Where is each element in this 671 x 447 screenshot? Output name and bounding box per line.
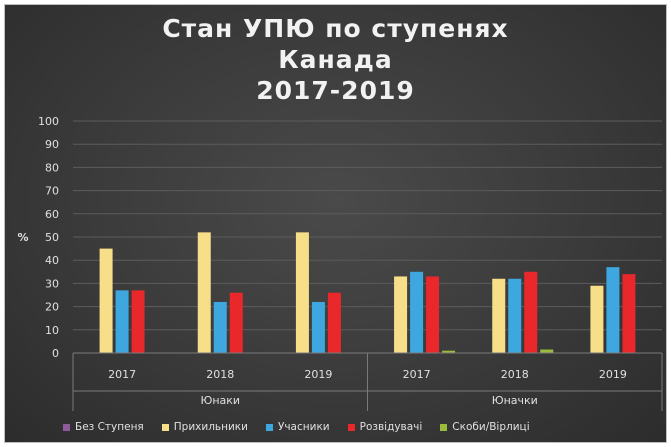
chart-title-line-2: Канада bbox=[278, 45, 393, 74]
bar bbox=[590, 285, 604, 353]
legend-label: Прихильники bbox=[173, 421, 248, 433]
y-tick-label: 50 bbox=[45, 231, 59, 244]
x-category-label: 2019 bbox=[599, 368, 627, 381]
y-tick-label: 80 bbox=[45, 161, 59, 174]
x-category-label: 2017 bbox=[403, 368, 431, 381]
legend-swatch bbox=[347, 423, 355, 431]
legend-swatch bbox=[265, 423, 273, 431]
bar bbox=[622, 274, 636, 353]
legend-entry: Розвідувачі bbox=[347, 421, 423, 433]
y-tick-label: 20 bbox=[45, 301, 59, 314]
y-tick-label: 100 bbox=[38, 115, 59, 128]
y-tick-label: 0 bbox=[52, 347, 59, 360]
chart-title-line-1: Стан УПЮ по ступенях bbox=[162, 14, 509, 43]
bar bbox=[131, 290, 145, 353]
y-tick-label: 10 bbox=[45, 324, 59, 337]
legend-entry: Прихильники bbox=[161, 421, 248, 433]
chart-title-line-3: 2017-2019 bbox=[256, 76, 415, 105]
y-axis-title: % bbox=[17, 231, 28, 244]
bar bbox=[115, 290, 129, 353]
chart-frame: Стан УПЮ по ступенях Канада 2017-2019 0 1… bbox=[4, 4, 667, 443]
y-tick-label: 70 bbox=[45, 185, 59, 198]
bar bbox=[311, 301, 325, 353]
y-tick-label: 40 bbox=[45, 254, 59, 267]
x-category-label: 2019 bbox=[304, 368, 332, 381]
bar bbox=[394, 276, 408, 353]
legend-label: Розвідувачі bbox=[359, 421, 423, 433]
x-category-label: 2018 bbox=[501, 368, 529, 381]
legend-label: Скоби/Вірлиці bbox=[452, 421, 530, 433]
bar bbox=[327, 292, 341, 353]
bar bbox=[197, 232, 211, 353]
legend-swatch bbox=[161, 423, 169, 431]
bar-chart: 0 10 20 30 40 50 60 70 80 90 100% 2017 2018 2019 2017 2… bbox=[17, 115, 663, 411]
bar bbox=[295, 232, 309, 353]
legend: Без Ступеня Прихильники Учасники Розвідувач… bbox=[63, 419, 530, 435]
legend-swatch bbox=[440, 423, 448, 431]
y-tick-label: 30 bbox=[45, 277, 59, 290]
bar bbox=[442, 350, 456, 353]
bar bbox=[606, 267, 620, 353]
bar bbox=[524, 271, 538, 353]
bar bbox=[540, 349, 554, 353]
bar bbox=[492, 278, 506, 353]
legend-entry: Скоби/Вірлиці bbox=[440, 421, 530, 433]
bar bbox=[99, 248, 113, 353]
legend-label: Без Ступеня bbox=[75, 421, 144, 433]
bar bbox=[213, 301, 227, 353]
legend-entry: Без Ступеня bbox=[63, 421, 144, 433]
y-tick-label: 60 bbox=[45, 208, 59, 221]
x-category-label: 2017 bbox=[108, 368, 136, 381]
x-group-label: Юначки bbox=[492, 394, 538, 407]
x-category-label: 2018 bbox=[206, 368, 234, 381]
bar bbox=[410, 271, 424, 353]
legend-entry: Учасники bbox=[265, 421, 330, 433]
legend-swatch bbox=[63, 423, 70, 431]
bar bbox=[508, 278, 522, 353]
y-tick-label: 90 bbox=[45, 138, 59, 151]
legend-label: Учасники bbox=[277, 421, 330, 433]
bar bbox=[426, 276, 440, 353]
bar bbox=[229, 292, 243, 353]
x-group-label: Юнаки bbox=[200, 394, 240, 407]
